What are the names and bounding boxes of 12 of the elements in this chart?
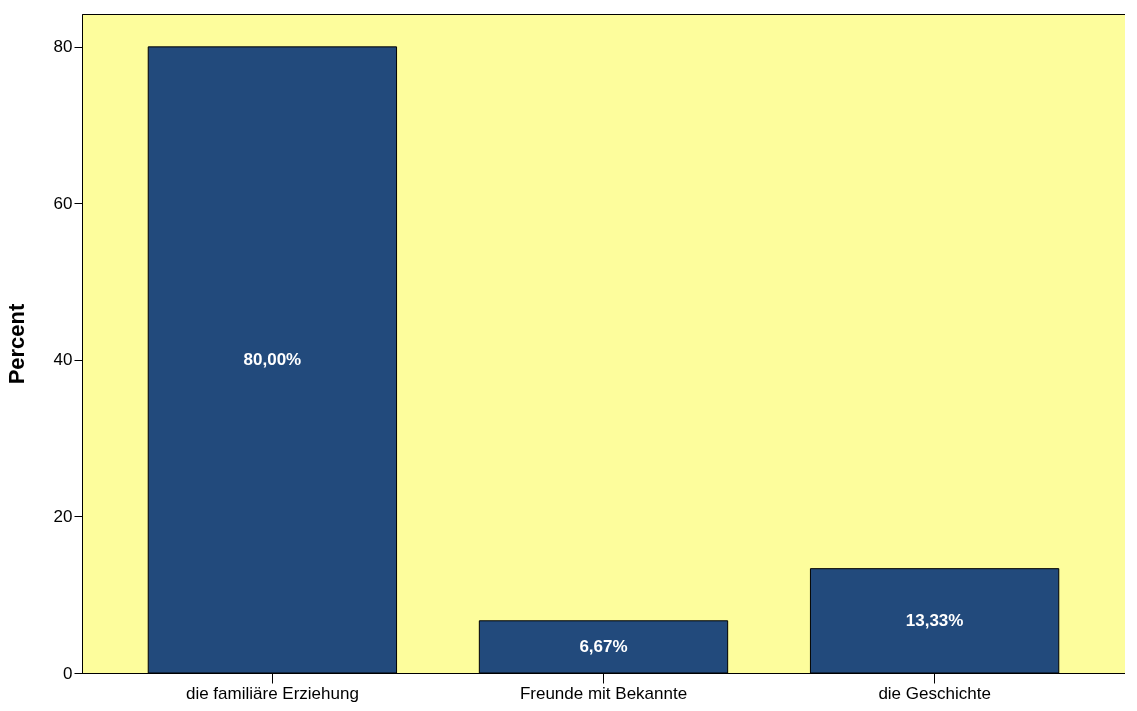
y-tick-label: 0 (63, 663, 73, 683)
y-tick-label: 60 (53, 193, 73, 213)
x-tick-label: die Geschichte (878, 683, 991, 703)
data-label: 6,67% (579, 636, 628, 656)
y-tick-label: 40 (53, 350, 73, 370)
x-tick-label: die familiäre Erziehung (185, 683, 359, 703)
y-tick-label: 20 (53, 506, 73, 526)
x-tick-label: Freunde mit Bekannte (519, 683, 688, 703)
y-axis-title: Percent (3, 302, 29, 385)
y-tick-label: 80 (53, 37, 73, 57)
data-label: 13,33% (905, 610, 964, 630)
data-label: 80,00% (243, 349, 302, 369)
